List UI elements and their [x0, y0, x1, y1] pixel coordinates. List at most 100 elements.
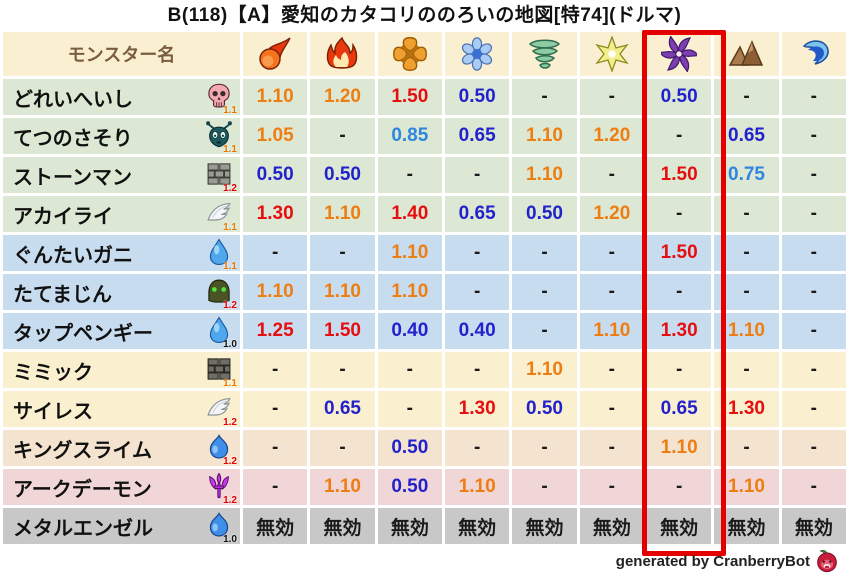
resist-value-cell: 無効	[377, 508, 442, 544]
monster-name: てつのさそり	[13, 127, 133, 150]
bricks-dark-icon: 1.1	[205, 355, 237, 389]
resist-value-cell: 1.10	[512, 157, 577, 193]
resist-value-cell: -	[714, 196, 779, 232]
resist-value-cell: 1.10	[377, 235, 442, 271]
resist-value-cell: -	[243, 235, 308, 271]
resist-value-cell: 1.10	[512, 118, 577, 154]
resist-value-cell: -	[781, 157, 846, 193]
flame-icon	[324, 36, 360, 72]
trident-icon: 1.2	[205, 472, 237, 506]
resist-value-cell: -	[714, 79, 779, 115]
resist-value-cell: -	[377, 352, 442, 388]
resist-value-cell: 無効	[579, 508, 644, 544]
credit-footer: generated by CranberryBot	[616, 549, 839, 573]
resist-value-cell: 1.40	[377, 196, 442, 232]
resist-value-cell: 無効	[445, 508, 510, 544]
page-title: B(118)【A】愛知のカタコリののろいの地図[特74](ドルマ)	[167, 5, 682, 26]
credit-text: generated by CranberryBot	[615, 552, 810, 570]
resist-value-cell: -	[243, 391, 308, 427]
resist-value-cell: 1.30	[647, 313, 712, 349]
monster-rate: 1.1	[223, 261, 237, 272]
monster-rate: 1.1	[223, 144, 237, 155]
resist-value-cell: 1.10	[512, 352, 577, 388]
resist-value-cell: -	[512, 274, 577, 310]
monster-name-cell: どれいへいし 1.1	[3, 79, 240, 116]
resist-value-cell: 1.25	[243, 313, 308, 349]
monster-name-cell: アークデーモン 1.2	[3, 469, 240, 506]
resist-value-cell: -	[647, 118, 712, 154]
resist-value-cell: 0.40	[445, 313, 510, 349]
resist-value-cell: -	[445, 235, 510, 271]
resist-value-cell: -	[512, 235, 577, 271]
resist-value-cell: -	[243, 469, 308, 505]
resist-value-cell: -	[781, 274, 846, 310]
resist-value-cell: -	[512, 469, 577, 505]
monster-rate: 1.0	[223, 534, 237, 545]
monster-name: キングスライム	[13, 439, 152, 462]
resist-value-cell: 無効	[781, 508, 846, 544]
monster-name-cell: キングスライム 1.2	[3, 430, 240, 467]
resist-value-cell: 0.50	[243, 157, 308, 193]
resist-value-cell: 0.65	[714, 118, 779, 154]
header-element-fire	[243, 32, 308, 76]
resist-value-cell: 1.05	[243, 118, 308, 154]
monster-name: ぐんたいガニ	[13, 244, 133, 267]
resist-value-cell: 無効	[647, 508, 712, 544]
monster-name-cell: ストーンマン 1.2	[3, 157, 240, 194]
skull-icon: 1.1	[205, 82, 237, 116]
wing-icon: 1.2	[205, 394, 237, 428]
resist-value-cell: -	[781, 196, 846, 232]
resist-value-cell: 1.10	[445, 469, 510, 505]
monster-name-cell: ぐんたいガニ 1.1	[3, 235, 240, 272]
resist-value-cell: -	[781, 391, 846, 427]
monster-name: メタルエンゼル	[13, 517, 153, 540]
resist-value-cell: -	[781, 430, 846, 466]
resist-value-cell: -	[579, 235, 644, 271]
wave-icon	[796, 36, 832, 72]
wing-icon: 1.1	[205, 199, 237, 233]
header-element-ice	[445, 32, 510, 76]
resist-value-cell: -	[512, 430, 577, 466]
monster-name: ミミック	[13, 361, 93, 384]
monster-resistance-table: モンスター名 どれいへいし 1.1 1.10 1.20 1.50 0.50- -0.50- - て…	[0, 32, 849, 545]
resist-value-cell: 0.85	[377, 118, 442, 154]
resist-value-cell: -	[512, 79, 577, 115]
resist-value-cell: -	[781, 313, 846, 349]
header-monster-name: モンスター名	[3, 32, 240, 76]
resist-value-cell: -	[579, 157, 644, 193]
resist-value-cell: 0.65	[445, 196, 510, 232]
resist-value-cell: -	[310, 352, 375, 388]
header-element-explosion	[377, 32, 442, 76]
star-icon	[594, 36, 630, 72]
cranberry-icon	[815, 549, 839, 573]
waterdrop-icon: 1.1	[205, 238, 237, 272]
resist-value-cell: 0.50	[647, 79, 712, 115]
monster-rate: 1.2	[223, 456, 237, 467]
resist-value-cell: -	[243, 430, 308, 466]
resist-value-cell: -	[579, 430, 644, 466]
resist-value-cell: -	[377, 391, 442, 427]
resist-value-cell: 0.50	[445, 79, 510, 115]
resist-value-cell: 1.10	[377, 274, 442, 310]
resist-value-cell: -	[512, 313, 577, 349]
bricks-icon: 1.2	[205, 160, 237, 194]
monster-name: ストーンマン	[13, 166, 132, 189]
resist-value-cell: 1.10	[310, 196, 375, 232]
resist-value-cell: -	[781, 469, 846, 505]
resist-value-cell: -	[714, 274, 779, 310]
snowflake-icon	[459, 36, 495, 72]
resist-value-cell: 1.10	[714, 469, 779, 505]
monster-name-cell: サイレス 1.2	[3, 391, 240, 428]
resist-value-cell: 1.30	[714, 391, 779, 427]
monster-rate: 1.0	[223, 339, 237, 350]
resist-value-cell: 1.10	[714, 313, 779, 349]
resist-value-cell: -	[714, 430, 779, 466]
monster-rate: 1.2	[223, 300, 237, 311]
monster-name-cell: アカイライ 1.1	[3, 196, 240, 233]
header-element-blaze	[310, 32, 375, 76]
monster-name-cell: てつのさそり 1.1	[3, 118, 240, 155]
resist-value-cell: 無効	[714, 508, 779, 544]
resist-value-cell: -	[445, 157, 510, 193]
resist-value-cell: -	[647, 469, 712, 505]
monster-rate: 1.1	[223, 222, 237, 233]
